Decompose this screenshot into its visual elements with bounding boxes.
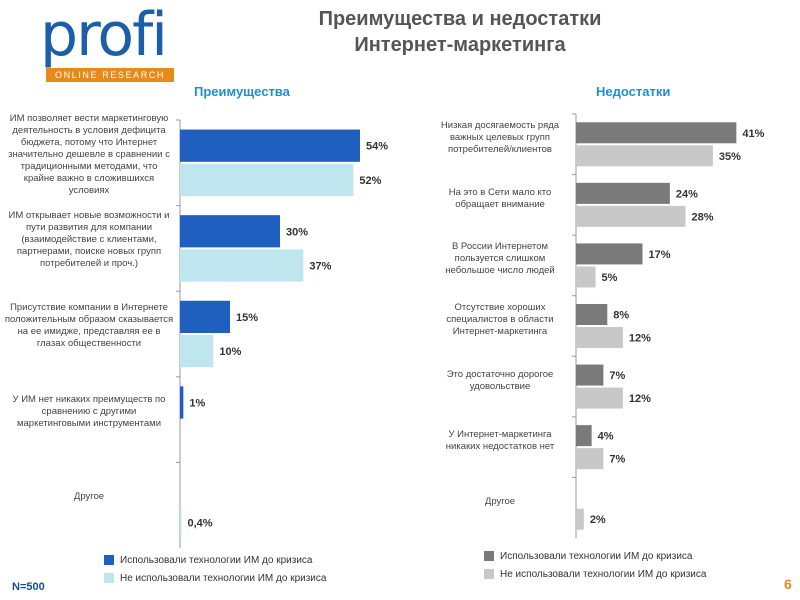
disadvantages-bar <box>576 303 608 325</box>
advantages-bar <box>180 386 184 419</box>
advantages-bar <box>180 215 280 248</box>
disadvantages-category-label: Это достаточно дорогое удовольствие <box>446 368 554 392</box>
disadvantages-bar <box>576 327 623 349</box>
disadvantages-value-label: 12% <box>629 393 651 405</box>
sample-size: N=500 <box>12 581 45 593</box>
disadvantages-legend: Использовали технологии ИМ до кризиса Не… <box>484 547 764 583</box>
disadvantages-bar <box>576 182 670 204</box>
disadvantages-bar <box>576 205 686 227</box>
advantages-heading: Преимущества <box>194 84 290 99</box>
advantages-value-label: 10% <box>219 346 241 358</box>
disadvantages-category-label: На это в Сети мало кто обращает внимание <box>448 186 552 210</box>
disadvantages-bar <box>576 387 623 409</box>
disadvantages-svg: 41%35%24%28%17%5%8%12%7%12%4%7%2% <box>572 113 765 538</box>
disadvantages-value-label: 24% <box>676 188 698 200</box>
disadvantages-chart: 41% 35% 24% 28% 17% 5% 8% 12% 7% 12% 4% 7% 2% Низкая … <box>430 108 790 538</box>
page-title-line1: Преимущества и недостатки <box>318 8 602 30</box>
disadvantages-bar <box>576 425 592 447</box>
legend-swatch-not-used-right <box>484 569 494 579</box>
logo-sub-text: ONLINE RESEARCH <box>46 68 174 82</box>
advantages-category-label: У ИМ нет никаких преимуществ по сравнени… <box>12 393 166 429</box>
advantages-bar <box>180 506 182 539</box>
advantages-bar <box>180 300 230 333</box>
legend-item-used-right: Использовали технологии ИМ до кризиса <box>484 547 764 565</box>
legend-swatch-used <box>104 555 114 565</box>
advantages-legend: Использовали технологии ИМ до кризиса Не… <box>104 551 374 587</box>
legend-label-not-used: Не использовали технологии ИМ до кризиса <box>120 572 327 584</box>
advantages-chart: 54% 52% 30% 37% 15% 10% 1% 0,4% ИМ позволяет вес… <box>4 108 400 548</box>
page-number: 6 <box>784 576 792 592</box>
advantages-bar <box>180 335 214 368</box>
legend-label-used: Использовали технологии ИМ до кризиса <box>120 554 313 566</box>
legend-label-not-used-right: Не использовали технологии ИМ до кризиса <box>500 568 707 580</box>
legend-item-not-used-right: Не использовали технологии ИМ до кризиса <box>484 565 764 583</box>
advantages-svg: 54% 52% 30% 37% 15% 10% 1% 0,4% <box>176 119 388 548</box>
disadvantages-bar <box>576 508 584 530</box>
disadvantages-value-label: 35% <box>719 151 741 163</box>
disadvantages-value-label: 17% <box>648 249 670 261</box>
disadvantages-category-label: В России Интернетом пользуется слишком н… <box>445 241 555 277</box>
disadvantages-value-label: 7% <box>609 454 625 466</box>
disadvantages-bar <box>576 364 604 386</box>
advantages-category-label: ИМ позволяет вести маркетинговую деятель… <box>8 112 170 196</box>
disadvantages-value-label: 8% <box>613 309 629 321</box>
disadvantages-value-label: 28% <box>692 211 714 223</box>
advantages-bar <box>180 163 354 197</box>
advantages-value-label: 30% <box>286 226 308 238</box>
disadvantages-category-label: Другое <box>484 495 516 507</box>
page-title: Преимущества и недостатки Интернет-марке… <box>240 6 680 58</box>
disadvantages-bar <box>576 243 643 265</box>
legend-swatch-used-right <box>484 551 494 561</box>
profi-logo: profi ONLINE RESEARCH <box>40 4 180 88</box>
disadvantages-value-label: 5% <box>602 272 618 284</box>
legend-label-used-right: Использовали технологии ИМ до кризиса <box>500 550 693 562</box>
legend-swatch-not-used <box>104 573 114 583</box>
advantages-value-label: 54% <box>366 141 388 153</box>
advantages-value-label: 0,4% <box>188 517 213 529</box>
advantages-value-label: 37% <box>309 261 331 273</box>
disadvantages-category-label: У Интернет-маркетинга никаких недостатко… <box>445 429 555 453</box>
advantages-value-label: 1% <box>189 397 205 409</box>
advantages-value-label: 15% <box>236 312 258 324</box>
disadvantages-bar <box>576 448 604 470</box>
disadvantages-category-label: Низкая досягаемость ряда важных целевых … <box>440 120 560 156</box>
advantages-bar <box>180 249 304 282</box>
page-title-line2: Интернет-маркетинга <box>354 34 566 56</box>
disadvantages-bar <box>576 145 713 167</box>
advantages-value-label: 52% <box>359 175 381 187</box>
legend-item-not-used: Не использовали технологии ИМ до кризиса <box>104 569 374 587</box>
disadvantages-value-label: 12% <box>629 333 651 345</box>
disadvantages-heading: Недостатки <box>596 84 671 99</box>
disadvantages-bar <box>576 122 737 144</box>
advantages-category-label: Присутствие компании в Интернете положит… <box>4 302 174 349</box>
advantages-category-label: ИМ открывает новые возможности и пути ра… <box>8 210 170 270</box>
disadvantages-bar <box>576 266 596 288</box>
disadvantages-value-label: 2% <box>590 514 606 526</box>
disadvantages-value-label: 7% <box>609 370 625 382</box>
legend-item-used: Использовали технологии ИМ до кризиса <box>104 551 374 569</box>
advantages-category-label: Другое <box>73 491 105 503</box>
disadvantages-value-label: 41% <box>742 128 764 140</box>
disadvantages-category-label: Отсутствие хороших специалистов в област… <box>446 302 554 337</box>
logo-main-text: profi <box>40 0 168 70</box>
disadvantages-value-label: 4% <box>598 431 614 443</box>
advantages-bar <box>180 129 360 162</box>
